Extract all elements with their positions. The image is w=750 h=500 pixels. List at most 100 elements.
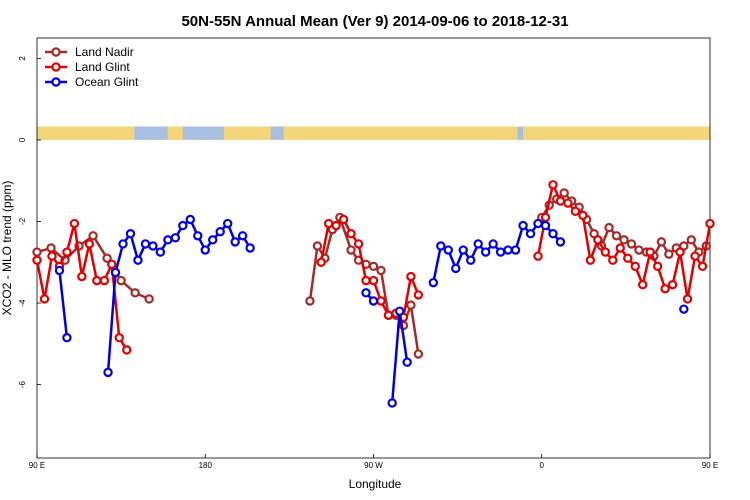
land-band xyxy=(523,126,710,140)
data-point xyxy=(230,237,240,247)
data-point xyxy=(604,222,614,233)
data-point xyxy=(510,245,521,255)
data-point xyxy=(62,247,72,257)
data-point xyxy=(619,235,629,245)
data-point xyxy=(361,275,371,286)
data-point xyxy=(125,229,136,239)
legend-item: Land Nadir xyxy=(45,45,134,59)
data-point xyxy=(46,243,56,253)
data-point xyxy=(555,196,566,206)
plot-frame xyxy=(36,37,711,459)
data-point xyxy=(667,279,678,290)
data-point xyxy=(163,235,173,245)
data-point xyxy=(593,235,603,245)
data-point xyxy=(394,306,405,316)
data-point xyxy=(686,235,697,245)
legend-swatch-marker xyxy=(51,47,61,57)
data-point xyxy=(376,296,386,306)
data-point xyxy=(122,345,132,355)
data-point xyxy=(361,288,371,298)
data-point xyxy=(697,261,708,272)
data-point xyxy=(47,251,57,261)
data-point xyxy=(660,284,670,294)
y-axis: 2 0 -2 -4 -6 xyxy=(18,56,41,388)
data-point xyxy=(645,247,655,257)
y-axis-label: XCO2 - MLO trend (ppm) xyxy=(0,181,14,316)
data-point xyxy=(305,296,315,306)
data-point xyxy=(62,333,72,343)
data-point xyxy=(144,294,154,304)
data-point xyxy=(705,218,715,229)
data-point xyxy=(600,247,611,257)
data-point xyxy=(346,245,356,255)
x-tick-label: 180 xyxy=(199,461,213,470)
data-point xyxy=(170,233,181,243)
data-point xyxy=(679,304,689,314)
x-axis: 90 E 180 90 W 0 90 E xyxy=(29,454,718,470)
data-point xyxy=(608,255,618,265)
data-point xyxy=(559,188,569,198)
land-mask-strip xyxy=(37,126,710,140)
x-axis-label: Longitude xyxy=(349,477,402,491)
data-point xyxy=(92,275,102,286)
data-point xyxy=(316,257,326,267)
data-point xyxy=(245,243,255,253)
data-point xyxy=(84,239,95,249)
data-point xyxy=(413,290,424,300)
data-point xyxy=(155,247,166,257)
series-line xyxy=(58,270,69,338)
data-point xyxy=(466,255,476,265)
data-point xyxy=(626,239,637,249)
data-point xyxy=(148,241,158,251)
data-point xyxy=(623,253,633,263)
data-point xyxy=(682,294,693,304)
data-point xyxy=(200,245,210,255)
x-tick-label: 90 W xyxy=(364,461,383,470)
data-point xyxy=(222,218,233,229)
data-point xyxy=(387,398,397,408)
y-tick-label: 2 xyxy=(18,56,27,61)
data-point xyxy=(495,247,506,257)
data-point xyxy=(406,300,416,310)
data-point xyxy=(458,245,468,255)
data-point xyxy=(611,231,622,241)
series-1 xyxy=(32,180,715,355)
data-point xyxy=(107,259,117,270)
data-point xyxy=(193,231,203,241)
data-point xyxy=(323,218,334,229)
series-2 xyxy=(54,214,689,408)
data-point xyxy=(402,357,412,367)
data-point xyxy=(39,294,50,304)
series-0 xyxy=(32,188,711,359)
x-tick-label: 90 E xyxy=(702,461,718,470)
data-point xyxy=(215,226,225,237)
data-point xyxy=(540,212,551,223)
data-point xyxy=(443,245,453,255)
data-point xyxy=(548,229,558,239)
data-point xyxy=(533,218,543,229)
data-point xyxy=(237,231,248,241)
data-point xyxy=(570,206,581,217)
data-point xyxy=(32,247,42,257)
data-point xyxy=(675,247,685,257)
data-point xyxy=(376,265,386,276)
y-tick-label: 0 xyxy=(18,137,27,142)
legend-swatch-marker xyxy=(51,77,61,87)
data-point xyxy=(118,239,128,249)
data-point xyxy=(110,267,121,278)
x-tick-label: 90 E xyxy=(29,461,45,470)
data-point xyxy=(368,296,379,306)
data-point xyxy=(32,255,42,265)
data-point xyxy=(480,247,491,257)
data-point xyxy=(368,275,379,286)
data-point xyxy=(140,239,151,249)
data-point xyxy=(652,261,663,272)
legend-item: Ocean Glint xyxy=(45,75,139,89)
legend-item: Land Glint xyxy=(45,60,130,74)
data-point xyxy=(338,214,349,225)
data-point xyxy=(99,275,110,286)
data-point xyxy=(77,271,87,282)
x-tick-label: 0 xyxy=(540,461,545,470)
data-point xyxy=(331,220,341,231)
